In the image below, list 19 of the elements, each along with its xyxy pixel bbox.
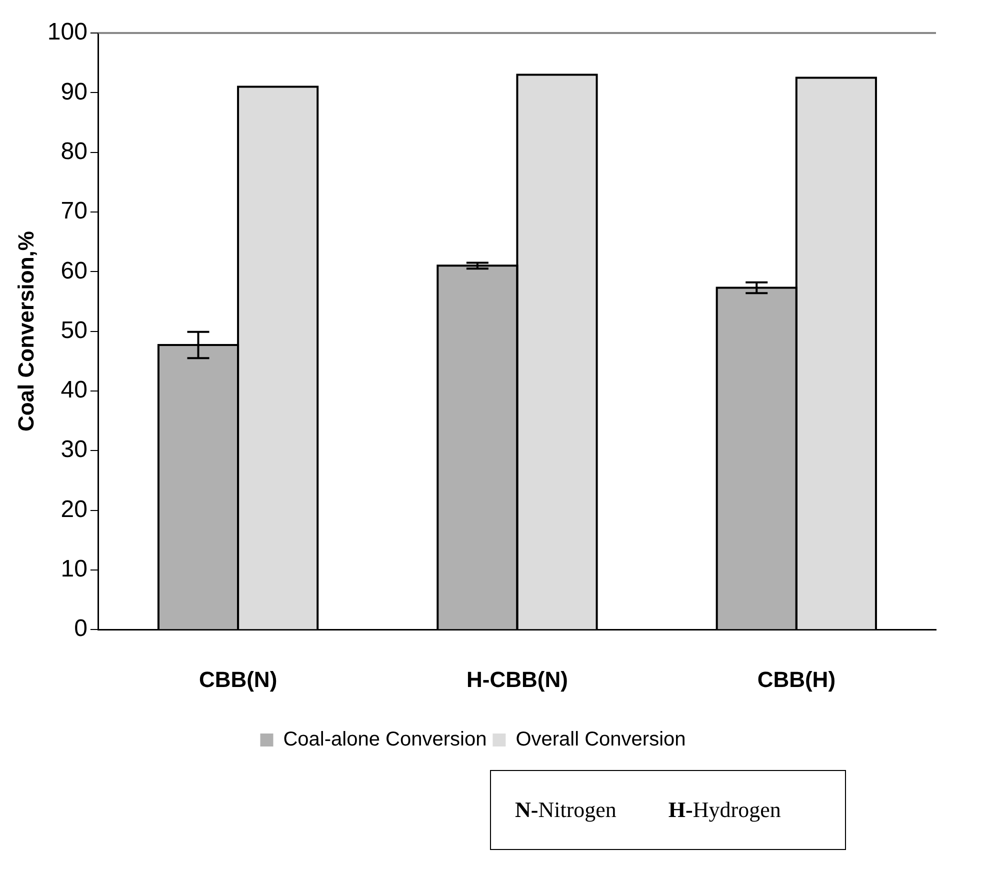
x-tick-label: H-CBB(N) — [466, 666, 568, 692]
y-tick-label: 20 — [60, 496, 88, 523]
y-tick-label: 60 — [60, 257, 88, 284]
y-tick-label: 40 — [60, 376, 88, 404]
y-tick-label: 0 — [74, 615, 88, 642]
y-axis-title: Coal Conversion,% — [13, 231, 38, 432]
y-tick-label: 30 — [60, 436, 88, 464]
y-tick-label: 50 — [60, 316, 88, 344]
text: H-Hydrogen — [668, 797, 781, 823]
x-tick-label: CBB(N) — [198, 666, 278, 692]
legend-label: Coal-alone Conversion — [283, 728, 487, 751]
y-tick-label: 80 — [60, 138, 88, 165]
x-tick-label: CBB(H) — [757, 666, 836, 692]
text: N-Nitrogen — [515, 797, 616, 823]
y-tick-label: 10 — [60, 556, 88, 583]
legend-label: Overall Conversion — [516, 728, 686, 751]
y-tick-label: 70 — [60, 198, 88, 225]
y-tick-label: 100 — [47, 18, 88, 46]
y-tick-label: 90 — [60, 78, 88, 106]
